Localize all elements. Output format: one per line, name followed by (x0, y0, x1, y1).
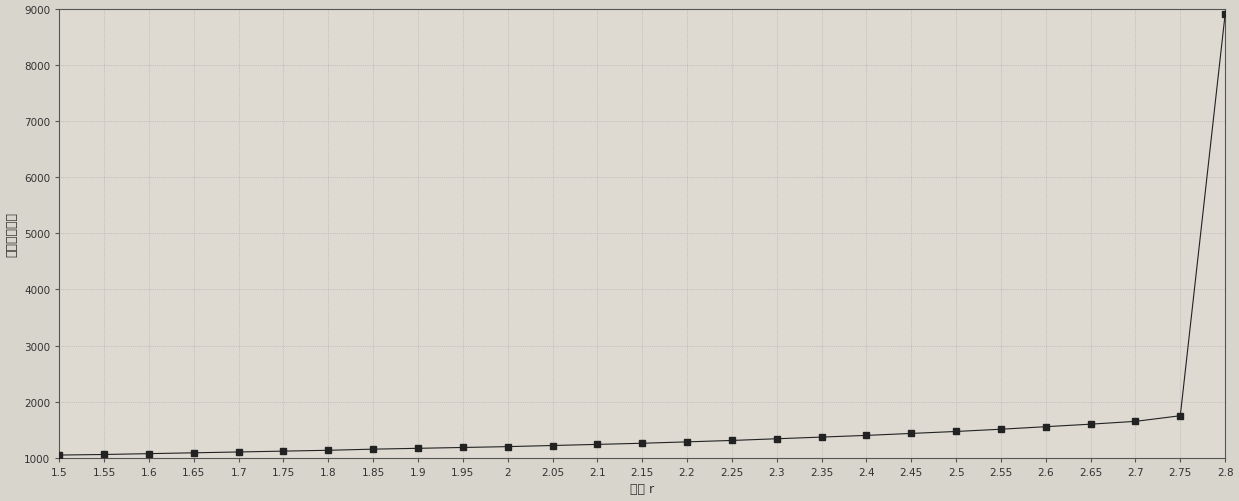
X-axis label: 变量 r: 变量 r (631, 482, 654, 495)
Y-axis label: 体积（体素）: 体积（体素） (5, 211, 19, 256)
